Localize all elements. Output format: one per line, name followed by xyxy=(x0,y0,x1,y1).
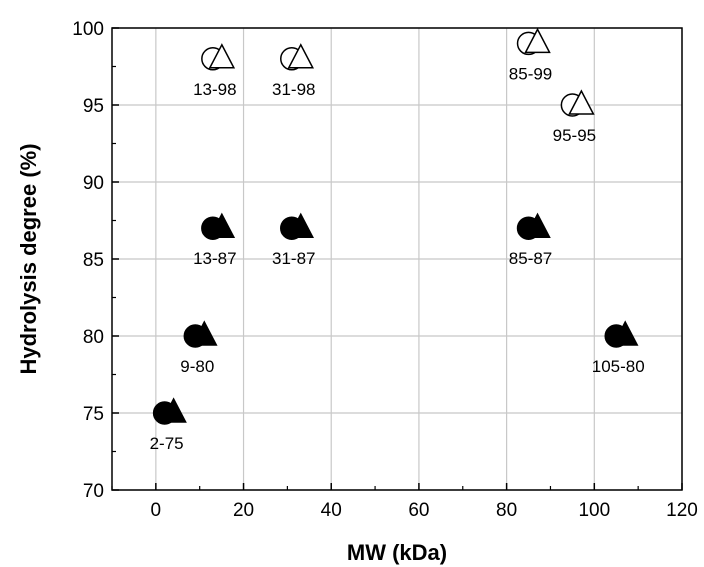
x-tick-label: 120 xyxy=(666,500,698,521)
data-point-9-80: 9-80 xyxy=(180,320,218,376)
data-point-105-80: 105-80 xyxy=(592,320,645,376)
x-tick-label: 0 xyxy=(151,500,162,521)
point-label: 9-80 xyxy=(180,357,214,376)
x-axis-title: MW (kDa) xyxy=(347,540,447,565)
y-tick-label: 80 xyxy=(83,327,104,348)
point-label: 85-87 xyxy=(509,249,552,268)
triangle-marker xyxy=(208,212,236,238)
x-tick-label: 80 xyxy=(496,500,517,521)
y-tick-label: 85 xyxy=(83,250,104,271)
triangle-marker xyxy=(524,212,551,238)
point-label: 95-95 xyxy=(553,126,596,145)
data-point-31-87: 31-87 xyxy=(272,212,316,268)
triangle-marker xyxy=(208,43,236,69)
x-tick-label: 20 xyxy=(233,500,254,521)
x-tick-label: 60 xyxy=(408,500,429,521)
x-tick-label: 40 xyxy=(321,500,342,521)
data-point-95-95: 95-95 xyxy=(553,89,596,145)
point-label: 2-75 xyxy=(150,434,184,453)
data-point-2-75: 2-75 xyxy=(150,397,187,453)
y-tick-label: 95 xyxy=(83,96,104,117)
triangle-marker xyxy=(287,212,315,238)
triangle-marker xyxy=(287,43,315,69)
axis-ticks: 0 20 40 60 80 100 120 70 75 80 85 90 95 100 xyxy=(72,19,698,521)
y-tick-label: 70 xyxy=(83,481,104,502)
data-point-13-87: 13-87 xyxy=(193,212,237,268)
triangle-marker xyxy=(191,320,218,346)
point-label: 13-87 xyxy=(193,249,236,268)
x-tick-label: 100 xyxy=(578,500,610,521)
point-label: 105-80 xyxy=(592,357,645,376)
data-points: 13-98 31-98 85-99 95-95 13-87 31-87 85-87 9-80 1… xyxy=(150,27,645,453)
y-tick-label: 75 xyxy=(83,404,104,425)
data-point-85-87: 85-87 xyxy=(509,212,552,268)
triangle-marker xyxy=(524,27,551,54)
y-tick-label: 90 xyxy=(83,173,104,194)
triangle-marker xyxy=(160,397,187,423)
data-point-85-99: 85-99 xyxy=(509,27,552,83)
triangle-marker xyxy=(568,89,595,115)
point-label: 85-99 xyxy=(509,64,552,83)
point-label: 31-98 xyxy=(272,80,315,99)
data-point-13-98: 13-98 xyxy=(193,43,237,99)
y-tick-label: 100 xyxy=(72,19,104,40)
triangle-marker xyxy=(611,320,639,346)
point-label: 13-98 xyxy=(193,80,236,99)
y-axis-title: Hydrolysis degree (%) xyxy=(16,143,41,374)
point-label: 31-87 xyxy=(272,249,315,268)
data-point-31-98: 31-98 xyxy=(272,43,316,99)
